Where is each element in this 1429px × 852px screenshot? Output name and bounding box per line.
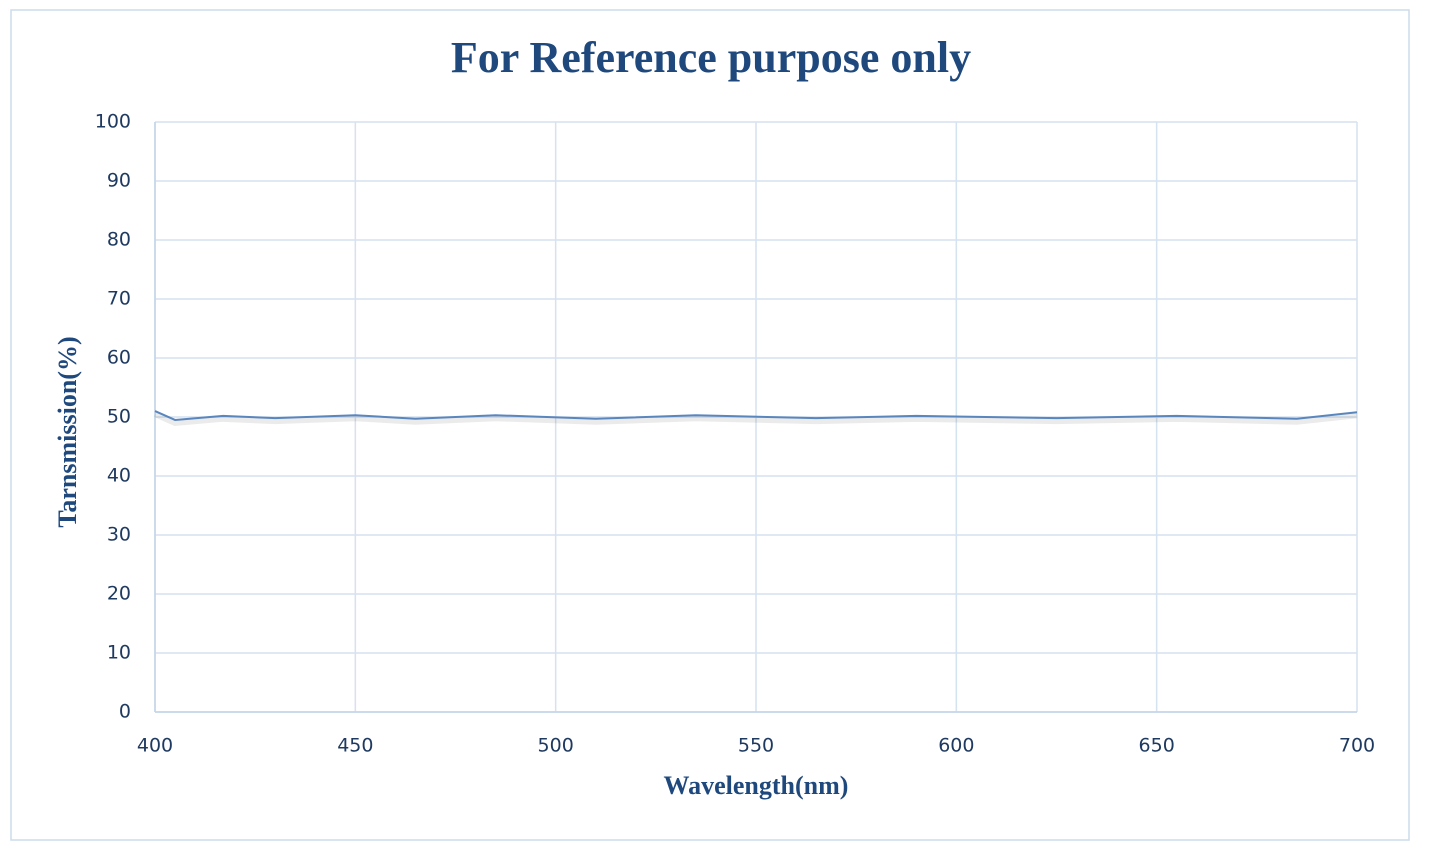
x-tick-label: 500 [538,735,574,757]
y-tick-label: 100 [95,111,131,133]
line-shadow [153,411,1358,427]
x-tick-label: 450 [337,735,373,757]
chart-title: For Reference purpose only [451,33,971,82]
y-tick-label: 10 [107,642,131,664]
y-tick-label: 70 [107,288,131,310]
y-tick-label: 60 [107,347,131,369]
y-tick-label: 90 [107,170,131,192]
y-tick-label: 80 [107,229,131,251]
y-tick-label: 30 [107,524,131,546]
y-tick-label: 20 [107,583,131,605]
x-axis-label: Wavelength(nm) [664,771,849,800]
x-tick-label: 400 [137,735,173,757]
y-tick-label: 50 [107,406,131,428]
x-tick-label: 550 [738,735,774,757]
x-tick-label: 700 [1339,735,1375,757]
x-tick-label: 650 [1139,735,1175,757]
y-tick-label: 40 [107,465,131,487]
y-axis-label: Tarnsmission(%) [53,336,82,527]
y-tick-label: 0 [119,701,131,723]
chart-frame [10,9,1410,841]
x-tick-label: 600 [938,735,974,757]
series-line [154,410,1358,421]
